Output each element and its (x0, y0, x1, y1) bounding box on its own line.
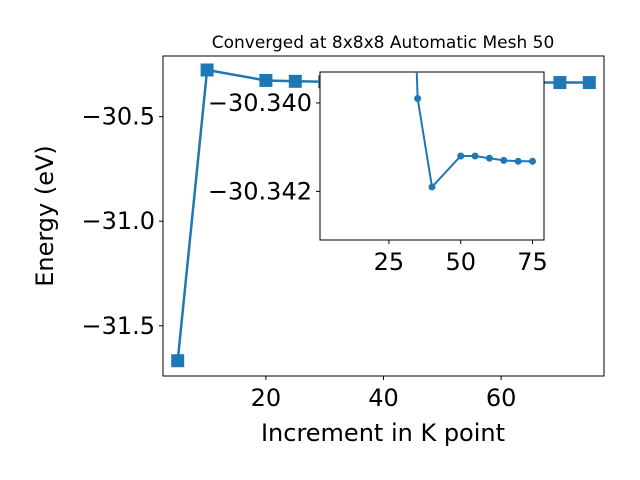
inset-axes: 25 50 75 −30.342 −30.340 (208, 89, 548, 276)
inset-data-point (428, 183, 436, 191)
inset-plot-frame (319, 71, 545, 241)
inset-y-tick-label: −30.340 (208, 89, 312, 117)
inset-data-point (471, 152, 479, 160)
inset-x-tick-label: 50 (445, 248, 476, 276)
main-data-point (582, 76, 596, 90)
inset-series (414, 72, 537, 191)
inset-series-group (414, 72, 537, 191)
inset-plot: 25 50 75 −30.342 −30.340 (208, 71, 548, 276)
x-axis-label: Increment in K point (261, 419, 505, 447)
main-x-tick-label: 20 (251, 384, 282, 412)
main-x-tick-label: 40 (368, 384, 399, 412)
inset-data-point (529, 157, 537, 165)
main-data-point (553, 76, 567, 90)
inset-x-tick-label: 25 (374, 248, 405, 276)
inset-data-point (500, 156, 508, 164)
main-axes: 20 40 60 −30.5 −31.0 −31.5 (81, 103, 516, 412)
main-y-tick-label: −31.0 (81, 207, 155, 235)
inset-data-point (457, 152, 465, 160)
main-data-point (259, 73, 273, 87)
main-data-point (200, 63, 214, 77)
main-data-point (171, 354, 185, 368)
y-axis-label: Energy (eV) (31, 145, 59, 287)
chart-title: Converged at 8x8x8 Automatic Mesh 50 (212, 33, 555, 53)
main-data-point (288, 74, 302, 88)
inset-x-tick-label: 75 (517, 248, 548, 276)
inset-data-point (485, 154, 493, 162)
main-y-tick-label: −31.5 (81, 312, 155, 340)
inset-data-point (514, 157, 522, 165)
inset-y-tick-label: −30.342 (208, 177, 312, 205)
main-x-tick-label: 60 (486, 384, 517, 412)
main-y-tick-label: −30.5 (81, 103, 155, 131)
inset-data-point (414, 95, 422, 103)
